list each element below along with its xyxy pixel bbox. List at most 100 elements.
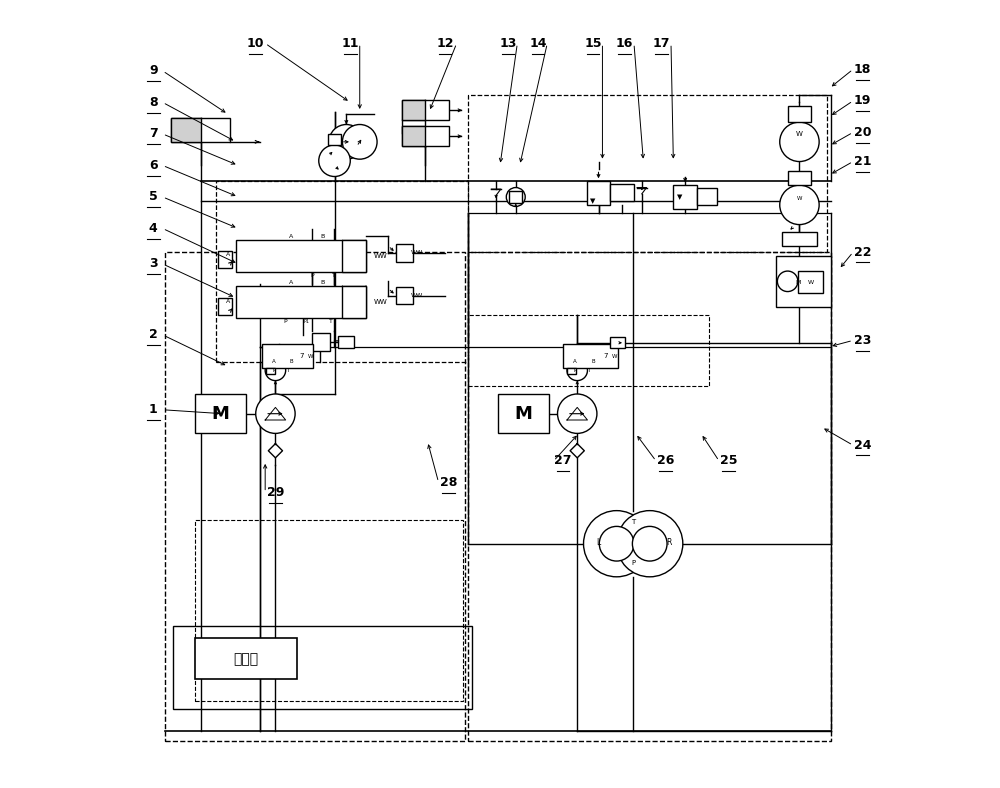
- Circle shape: [599, 526, 634, 561]
- Bar: [402, 126, 449, 146]
- Text: T: T: [329, 319, 333, 324]
- Text: P: P: [272, 368, 275, 373]
- Circle shape: [506, 188, 525, 206]
- Circle shape: [584, 511, 650, 577]
- Text: 23: 23: [854, 334, 871, 347]
- Text: 26: 26: [657, 455, 674, 467]
- Bar: [610, 184, 634, 201]
- Bar: [402, 126, 425, 146]
- Bar: [338, 336, 354, 348]
- Text: 14: 14: [529, 37, 547, 50]
- Text: 25: 25: [720, 455, 737, 467]
- Text: A: A: [272, 359, 276, 364]
- Circle shape: [567, 360, 587, 381]
- Text: WW: WW: [373, 299, 387, 305]
- Text: ▼: ▼: [590, 198, 596, 204]
- Text: A: A: [573, 359, 577, 364]
- Bar: [673, 185, 697, 209]
- Circle shape: [632, 526, 667, 561]
- Bar: [782, 232, 817, 246]
- Circle shape: [558, 394, 597, 433]
- Text: 7: 7: [603, 353, 608, 359]
- Text: 27: 27: [554, 455, 572, 467]
- Text: 19: 19: [854, 95, 871, 107]
- Text: B: B: [591, 359, 595, 364]
- Bar: [328, 134, 341, 145]
- Text: 控制器: 控制器: [234, 652, 259, 666]
- Text: 5: 5: [149, 191, 158, 203]
- Bar: [266, 368, 275, 374]
- Text: 15: 15: [584, 37, 602, 50]
- Text: T: T: [332, 273, 336, 278]
- Circle shape: [256, 394, 295, 433]
- Text: 18: 18: [854, 63, 871, 76]
- Bar: [171, 118, 230, 142]
- Bar: [610, 337, 625, 348]
- Bar: [498, 394, 549, 433]
- Bar: [342, 240, 366, 272]
- Text: 24: 24: [854, 439, 871, 452]
- Bar: [218, 298, 232, 315]
- Bar: [165, 252, 465, 741]
- Text: 29: 29: [267, 486, 284, 499]
- Text: 21: 21: [854, 155, 871, 168]
- Text: A: A: [226, 299, 230, 304]
- Bar: [171, 118, 201, 142]
- Text: 22: 22: [854, 246, 871, 258]
- Text: P: P: [573, 368, 576, 373]
- Text: 9: 9: [149, 65, 158, 77]
- Text: A: A: [226, 252, 230, 257]
- Bar: [216, 181, 468, 362]
- Bar: [697, 188, 717, 205]
- Text: M: M: [795, 280, 801, 284]
- Bar: [402, 100, 449, 120]
- Bar: [776, 256, 831, 307]
- Text: 6: 6: [149, 159, 158, 172]
- Text: 13: 13: [499, 37, 517, 50]
- Text: 3: 3: [149, 258, 158, 270]
- Bar: [262, 344, 313, 368]
- Circle shape: [777, 271, 798, 292]
- Bar: [567, 368, 576, 374]
- Text: 12: 12: [436, 37, 454, 50]
- Text: B: B: [321, 234, 325, 239]
- Text: 7: 7: [149, 128, 158, 140]
- Bar: [587, 181, 610, 205]
- Circle shape: [780, 185, 819, 225]
- Bar: [788, 171, 811, 185]
- Text: 8: 8: [149, 96, 158, 109]
- Text: 16: 16: [616, 37, 633, 50]
- Circle shape: [780, 122, 819, 162]
- Bar: [468, 315, 709, 386]
- Bar: [236, 286, 366, 318]
- Text: 10: 10: [247, 37, 264, 50]
- Bar: [402, 100, 425, 120]
- Text: W: W: [807, 280, 814, 284]
- Bar: [173, 626, 472, 709]
- Text: WW: WW: [411, 293, 423, 298]
- Bar: [195, 394, 246, 433]
- Circle shape: [342, 125, 377, 159]
- Text: 20: 20: [854, 126, 871, 139]
- Text: 7: 7: [299, 353, 304, 359]
- Text: W: W: [797, 196, 802, 201]
- Text: A: A: [289, 234, 293, 239]
- Circle shape: [329, 125, 364, 159]
- Text: WW: WW: [373, 253, 387, 259]
- Text: 2: 2: [149, 329, 158, 341]
- Bar: [342, 286, 366, 318]
- Text: 17: 17: [653, 37, 670, 50]
- Circle shape: [265, 360, 286, 381]
- Text: T: T: [587, 368, 590, 373]
- Text: T: T: [286, 368, 289, 373]
- Text: 1: 1: [149, 403, 158, 416]
- Bar: [563, 344, 618, 368]
- Bar: [195, 520, 463, 701]
- Text: B: B: [289, 359, 293, 364]
- Text: P: P: [311, 273, 314, 278]
- Text: W: W: [612, 354, 618, 359]
- Bar: [236, 240, 366, 272]
- Text: 28: 28: [440, 476, 457, 489]
- Text: ▼: ▼: [677, 194, 682, 200]
- Text: B: B: [321, 280, 325, 284]
